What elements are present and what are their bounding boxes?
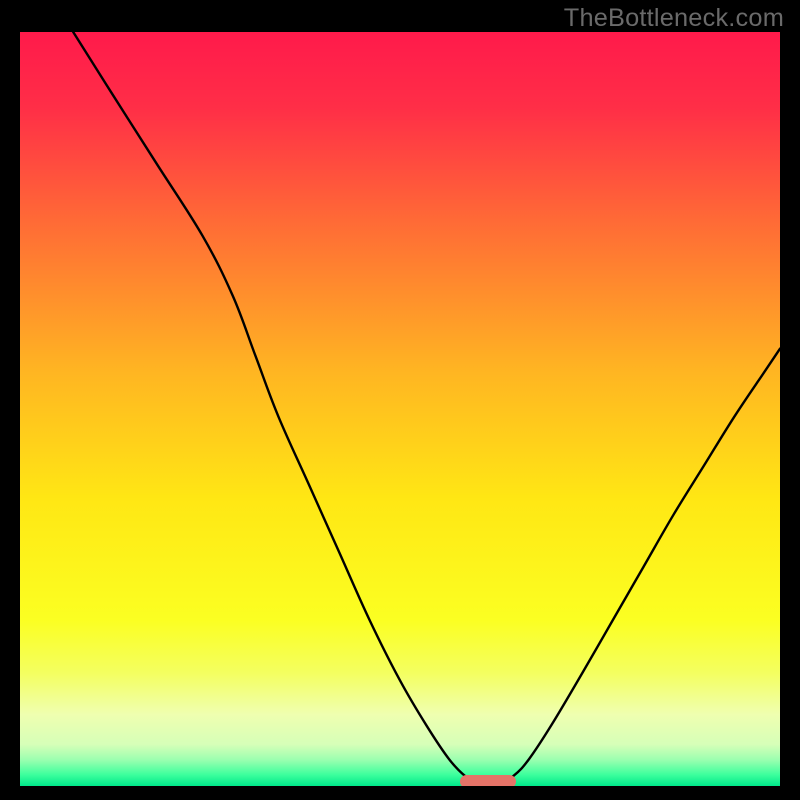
chart-frame [20,32,780,786]
watermark-text: TheBottleneck.com [564,4,784,33]
plot-area [20,32,780,786]
optimal-range-marker [460,775,516,786]
bottleneck-curve [20,32,780,786]
